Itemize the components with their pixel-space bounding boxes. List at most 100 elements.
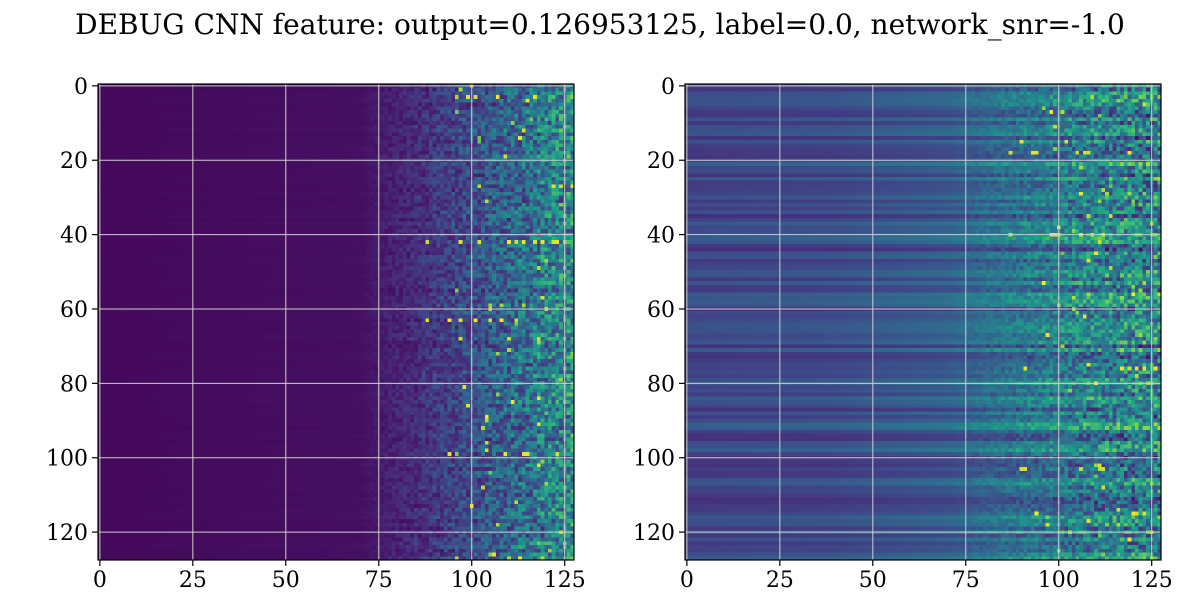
heatmap-cell — [158, 151, 162, 155]
heatmap-cell — [150, 155, 154, 159]
heatmap-cell — [451, 155, 455, 159]
heatmap-cell — [317, 177, 321, 181]
heatmap-cell — [433, 95, 437, 99]
heatmap-cell — [392, 95, 396, 99]
heatmap-cell — [407, 177, 411, 181]
heatmap-cell — [436, 140, 440, 144]
heatmap-cell — [474, 218, 478, 222]
heatmap-cell — [195, 151, 199, 155]
heatmap-cell — [552, 144, 556, 148]
heatmap-cell — [544, 210, 548, 214]
heatmap-cell — [444, 110, 448, 114]
heatmap-cell — [187, 110, 191, 114]
heatmap-cell — [351, 99, 355, 103]
heatmap-cell — [351, 203, 355, 207]
heatmap-cell — [217, 170, 221, 174]
heatmap-cell — [143, 188, 147, 192]
heatmap-cell — [299, 207, 303, 211]
heatmap-cell — [537, 155, 541, 159]
heatmap-cell — [347, 121, 351, 125]
heatmap-cell — [143, 173, 147, 177]
heatmap-cell — [429, 184, 433, 188]
heatmap-cell — [254, 210, 258, 214]
heatmap-cell — [306, 166, 310, 170]
heatmap-cell — [161, 91, 165, 95]
heatmap-cell — [306, 214, 310, 218]
heatmap-cell — [500, 196, 504, 200]
heatmap-cell — [288, 155, 292, 159]
heatmap-cell — [161, 225, 165, 229]
heatmap-cell — [150, 110, 154, 114]
heatmap-cell — [481, 214, 485, 218]
heatmap-cell — [102, 229, 106, 233]
heatmap-cell — [522, 192, 526, 196]
heatmap-cell — [332, 110, 336, 114]
heatmap-cell — [448, 103, 452, 107]
heatmap-cell — [217, 114, 221, 118]
heatmap-cell — [310, 117, 314, 121]
heatmap-cell — [250, 106, 254, 110]
heatmap-cell — [388, 203, 392, 207]
heatmap-cell — [507, 173, 511, 177]
heatmap-cell — [347, 99, 351, 103]
heatmap-cell — [258, 99, 262, 103]
heatmap-cell — [165, 121, 169, 125]
heatmap-cell — [269, 121, 273, 125]
heatmap-cell — [277, 188, 281, 192]
heatmap-cell — [455, 207, 459, 211]
heatmap-cell — [485, 103, 489, 107]
heatmap-cell — [299, 132, 303, 136]
heatmap-cell — [366, 125, 370, 129]
heatmap-cell — [567, 222, 571, 226]
heatmap-cell — [213, 218, 217, 222]
heatmap-cell — [503, 181, 507, 185]
heatmap-cell — [511, 218, 515, 222]
heatmap-cell — [425, 91, 429, 95]
heatmap-cell — [329, 192, 333, 196]
heatmap-cell — [250, 225, 254, 229]
heatmap-cell — [507, 162, 511, 166]
heatmap-cell — [221, 144, 225, 148]
heatmap-cell — [236, 188, 240, 192]
heatmap-cell — [113, 106, 117, 110]
heatmap-cell — [429, 106, 433, 110]
heatmap-cell — [329, 203, 333, 207]
heatmap-cell — [317, 140, 321, 144]
heatmap-cell — [213, 95, 217, 99]
heatmap-cell — [462, 99, 466, 103]
heatmap-cell — [221, 125, 225, 129]
heatmap-cell — [567, 184, 571, 188]
heatmap-cell — [436, 170, 440, 174]
heatmap-cell — [102, 199, 106, 203]
heatmap-cell — [451, 114, 455, 118]
heatmap-cell — [515, 117, 519, 121]
heatmap-cell — [459, 177, 463, 181]
heatmap-cell — [109, 110, 113, 114]
heatmap-cell — [422, 222, 426, 226]
heatmap-cell — [515, 166, 519, 170]
heatmap-cell — [511, 192, 515, 196]
heatmap-cell — [459, 91, 463, 95]
heatmap-cell — [273, 129, 277, 133]
heatmap-cell — [195, 203, 199, 207]
heatmap-cell — [351, 188, 355, 192]
heatmap-cell — [429, 99, 433, 103]
heatmap-cell — [414, 162, 418, 166]
heatmap-cell — [396, 162, 400, 166]
heatmap-cell — [206, 114, 210, 118]
heatmap-cell — [529, 132, 533, 136]
heatmap-cell — [414, 207, 418, 211]
heatmap-cell — [567, 106, 571, 110]
heatmap-cell — [481, 196, 485, 200]
heatmap-cell — [522, 106, 526, 110]
heatmap-cell — [362, 114, 366, 118]
heatmap-cell — [448, 125, 452, 129]
heatmap-cell — [109, 166, 113, 170]
heatmap-cell — [299, 203, 303, 207]
heatmap-cell — [541, 188, 545, 192]
heatmap-cell — [158, 184, 162, 188]
heatmap-cell — [336, 144, 340, 148]
heatmap-cell — [184, 88, 188, 92]
heatmap-cell — [481, 95, 485, 99]
heatmap-cell — [154, 188, 158, 192]
